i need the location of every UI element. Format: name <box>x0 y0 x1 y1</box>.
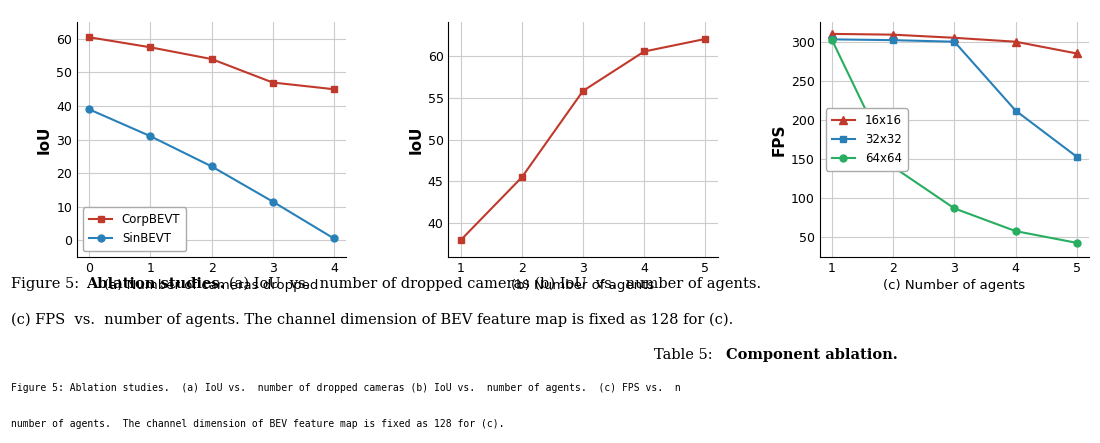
Legend: 16x16, 32x32, 64x64: 16x16, 32x32, 64x64 <box>826 108 908 171</box>
Line: 32x32: 32x32 <box>828 36 1080 160</box>
CorpBEVT <box>205 56 218 62</box>
Text: Component ablation.: Component ablation. <box>726 348 898 362</box>
Line: 16x16: 16x16 <box>828 30 1081 58</box>
64x64 <box>1070 240 1084 245</box>
64x64 <box>887 164 900 170</box>
CorpBEVT <box>266 80 279 85</box>
16x16 <box>1070 51 1084 56</box>
Text: (c) FPS  vs.  number of agents. The channel dimension of BEV feature map is fixe: (c) FPS vs. number of agents. The channe… <box>11 312 734 326</box>
16x16 <box>825 31 838 37</box>
32x32 <box>1009 108 1022 113</box>
64x64 <box>825 38 838 43</box>
Line: 64x64: 64x64 <box>828 37 1080 246</box>
SinBEVT <box>82 107 96 112</box>
Text: Figure 5: Ablation studies.  (a) IoU vs.  number of dropped cameras (b) IoU vs. : Figure 5: Ablation studies. (a) IoU vs. … <box>11 383 681 393</box>
SinBEVT <box>205 164 218 169</box>
X-axis label: (a) Number of cameras dropped: (a) Number of cameras dropped <box>104 279 319 292</box>
CorpBEVT <box>82 35 96 40</box>
16x16 <box>1009 39 1022 44</box>
SinBEVT <box>328 236 341 241</box>
SinBEVT <box>144 133 157 139</box>
32x32 <box>1070 154 1084 159</box>
16x16 <box>887 32 900 37</box>
16x16 <box>948 35 961 40</box>
Text: number of agents.  The channel dimension of BEV feature map is fixed as 128 for : number of agents. The channel dimension … <box>11 419 505 429</box>
X-axis label: (c) Number of agents: (c) Number of agents <box>883 279 1025 292</box>
Line: CorpBEVT: CorpBEVT <box>86 34 338 93</box>
Text: Table 5:: Table 5: <box>654 348 713 362</box>
SinBEVT <box>266 199 279 204</box>
CorpBEVT <box>328 86 341 92</box>
64x64 <box>948 206 961 211</box>
Text: Ablation studies.: Ablation studies. <box>86 277 224 291</box>
32x32 <box>948 39 961 44</box>
CorpBEVT <box>144 45 157 50</box>
Legend: CorpBEVT, SinBEVT: CorpBEVT, SinBEVT <box>82 207 186 251</box>
Y-axis label: IoU: IoU <box>37 125 52 154</box>
Y-axis label: FPS: FPS <box>772 123 786 156</box>
X-axis label: (b) Number of agents: (b) Number of agents <box>512 279 654 292</box>
Text: (a) IoU  vs.  number of dropped cameras (b) IoU  vs.  number of agents.: (a) IoU vs. number of dropped cameras (b… <box>229 277 761 291</box>
32x32 <box>887 38 900 43</box>
Text: Figure 5:: Figure 5: <box>11 277 79 291</box>
Line: SinBEVT: SinBEVT <box>86 106 338 242</box>
Y-axis label: IoU: IoU <box>408 125 424 154</box>
64x64 <box>1009 229 1022 234</box>
32x32 <box>825 37 838 42</box>
